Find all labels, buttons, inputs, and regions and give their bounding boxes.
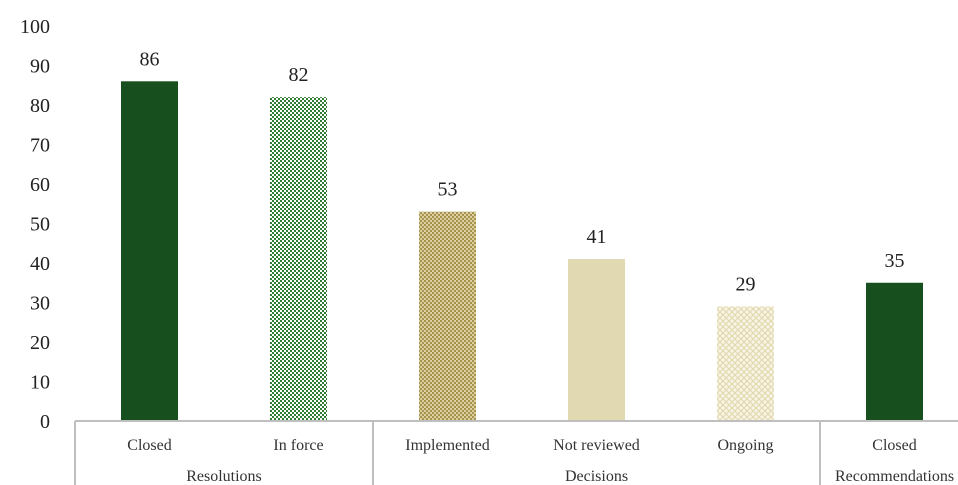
x-category-label: Ongoing [718,437,774,454]
data-labels: 86 82 53 41 29 35 [140,48,905,295]
y-tick-label: 80 [30,95,50,117]
x-category-label: In force [273,437,323,454]
x-category-label: Not reviewed [553,437,640,454]
y-tick-label: 20 [30,332,50,354]
y-tick-label: 100 [20,16,50,38]
data-label: 86 [140,48,160,70]
y-tick-label: 90 [30,56,50,78]
x-category-label: Closed [127,437,171,454]
bars [121,81,923,422]
bar-not-reviewed [568,259,625,421]
bar-closed [121,81,178,422]
x-category-label: Closed [872,437,916,454]
y-tick-label: 70 [30,135,50,157]
data-label: 41 [587,226,607,248]
y-axis: 0 10 20 30 40 50 60 70 80 90 100 [20,16,50,433]
x-group-label: Resolutions [186,468,262,485]
bar-closed [866,282,923,421]
y-tick-label: 60 [30,174,50,196]
data-label: 53 [438,179,458,201]
x-axis: Closed In force Implemented Not reviewed Ong… [74,420,958,485]
bar-in-force [270,97,327,421]
y-tick-label: 50 [30,214,50,236]
bar-implemented [419,211,476,421]
y-tick-label: 0 [40,411,50,433]
data-label: 82 [289,64,309,86]
data-label: 35 [885,250,905,272]
y-tick-label: 10 [30,372,50,394]
y-tick-label: 30 [30,293,50,315]
bar-ongoing [717,306,774,421]
y-tick-label: 40 [30,253,50,275]
x-category-label: Implemented [405,437,489,454]
data-label: 29 [736,273,756,295]
x-group-label: Decisions [565,468,628,485]
x-group-label: Recommendations [835,468,954,485]
